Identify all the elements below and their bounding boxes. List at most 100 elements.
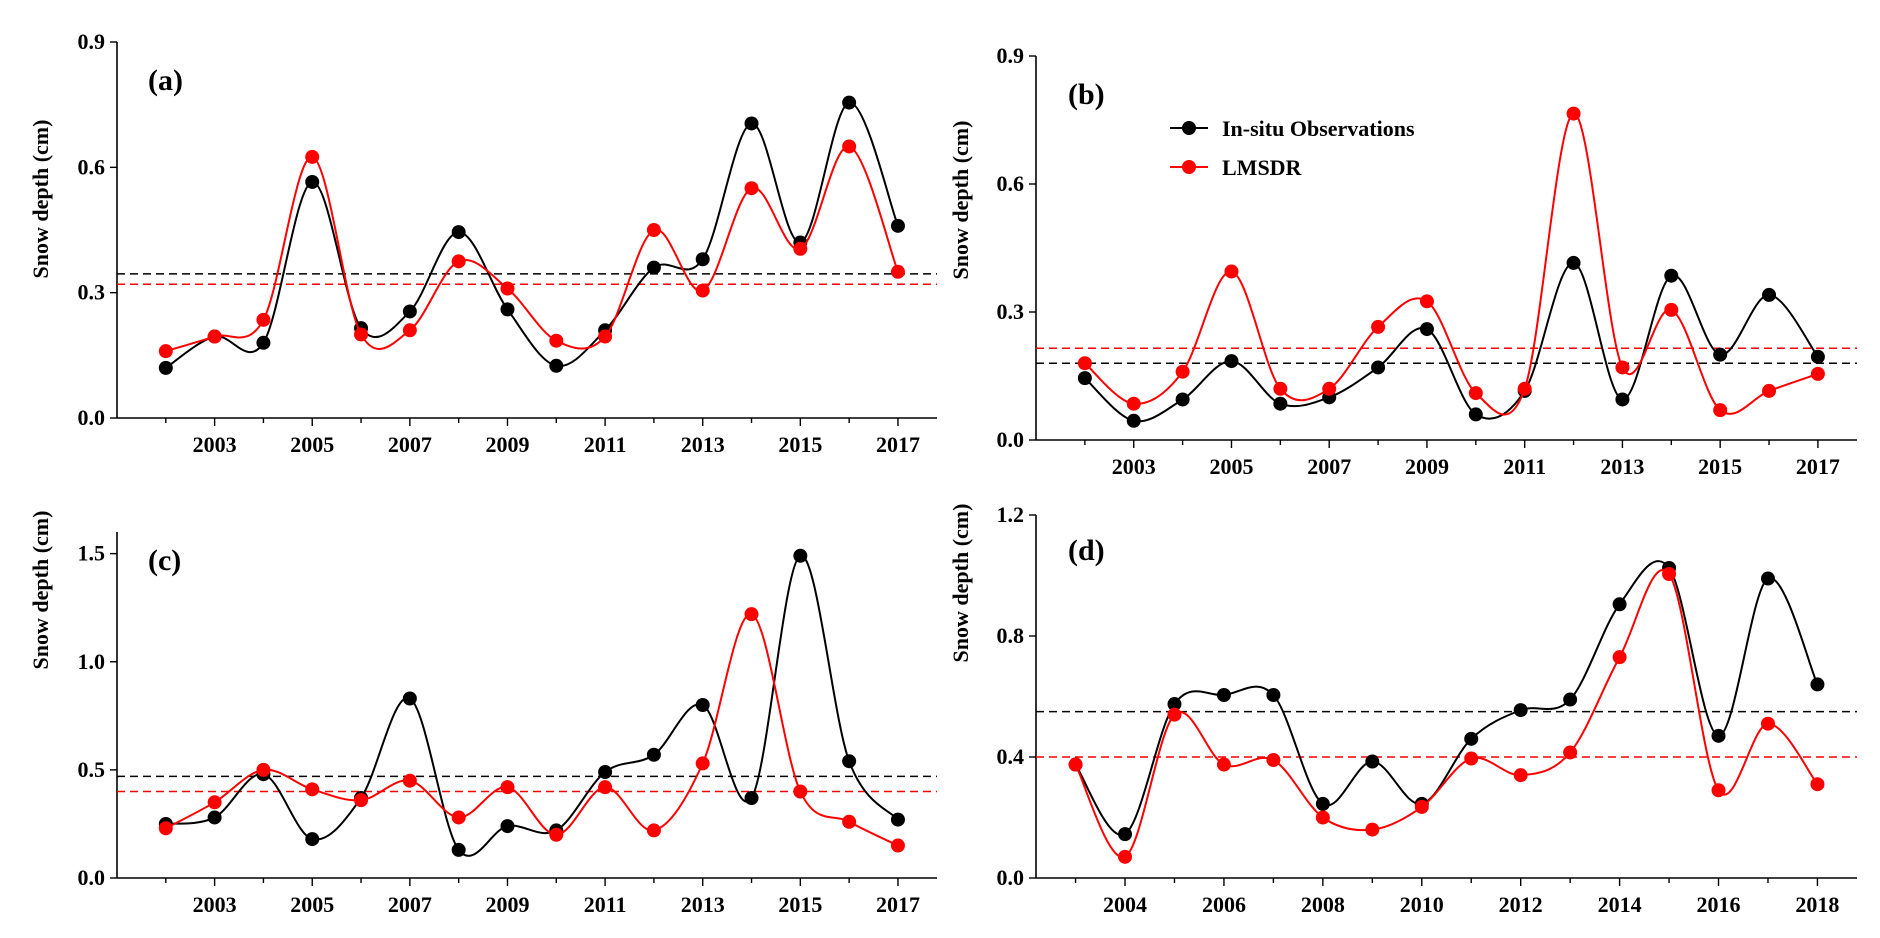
panel-b-lmsdr-point <box>1273 381 1288 396</box>
legend-observations-marker <box>1182 121 1196 135</box>
panel-a-lmsdr-point <box>402 323 417 338</box>
panel-c-lmsdr-point <box>207 795 222 810</box>
panel-a-lmsdr-point <box>744 181 759 196</box>
panel-d-observations-point <box>1216 687 1231 702</box>
panel-b-lmsdr-point <box>1224 264 1239 279</box>
panel-d-x-tick-label: 2008 <box>1301 892 1345 917</box>
panel-d-x-tick-label: 2018 <box>1795 892 1839 917</box>
panel-a-observations-point <box>744 116 759 131</box>
panel-a-x-tick-label: 2007 <box>388 432 432 457</box>
panel-a-observations-point <box>158 360 173 375</box>
panel-a-lmsdr-point <box>354 327 369 342</box>
panel-d-observations-point <box>1760 571 1775 586</box>
panel-b-observations-point <box>1566 255 1581 270</box>
panel-a: Snow depth (cm) (a) 0.0 0.3 0.6 0.9 2003 2005… <box>28 29 937 457</box>
panel-c-lmsdr-point <box>549 827 564 842</box>
panel-b-x-tick-label: 2015 <box>1698 454 1742 479</box>
legend-lmsdr-label: LMSDR <box>1222 155 1303 180</box>
panel-a-lmsdr-point <box>549 333 564 348</box>
panel-c-observations-point <box>842 754 857 769</box>
panel-a-lmsdr-point <box>500 281 515 296</box>
panel-d-observations-point <box>1266 687 1281 702</box>
panel-c-observations-point <box>305 832 320 847</box>
panel-c-lmsdr-point <box>695 756 710 771</box>
panel-d-y-tick-label: 0.8 <box>997 623 1025 648</box>
panel-c-y-tick-label: 0.5 <box>78 757 106 782</box>
panel-c-lmsdr-point <box>500 780 515 795</box>
panel-a-observations-line <box>165 101 899 369</box>
panel-b-y-tick-label: 0.6 <box>997 171 1025 196</box>
panel-c-x-tick-label: 2011 <box>584 892 627 917</box>
panel-a-x-tick-label: 2003 <box>193 432 237 457</box>
panel-b-observations-point <box>1126 413 1141 428</box>
panel-b-label: (b) <box>1068 78 1105 111</box>
panel-c-observations-point <box>500 819 515 834</box>
panel-b-observations-point <box>1419 322 1434 337</box>
panel-d-lmsdr-point <box>1711 783 1726 798</box>
panel-a-lmsdr-point <box>890 264 905 279</box>
panel-a-lmsdr-point <box>256 312 271 327</box>
panel-b-y-tick-label: 0.0 <box>997 427 1025 452</box>
panel-d-label: (d) <box>1068 534 1105 567</box>
panel-a-label: (a) <box>148 64 183 97</box>
panel-c-x-tick-label: 2005 <box>290 892 334 917</box>
panel-b-lmsdr-point <box>1371 319 1386 334</box>
panel-b-x-tick-label: 2003 <box>1112 454 1156 479</box>
panel-d-lmsdr-point <box>1563 745 1578 760</box>
panel-a-lmsdr-point <box>207 329 222 344</box>
panel-d-lmsdr-point <box>1810 777 1825 792</box>
panel-a-x-tick-label: 2013 <box>681 432 725 457</box>
panel-d-lmsdr-point <box>1068 757 1083 772</box>
panel-a-observations-point <box>890 218 905 233</box>
panel-b-observations-point <box>1615 392 1630 407</box>
panel-b-lmsdr-point <box>1322 381 1337 396</box>
panel-d-lmsdr-point <box>1315 810 1330 825</box>
panel-a-y-tick-label: 0.6 <box>78 154 106 179</box>
panel-d-lmsdr-point <box>1118 849 1133 864</box>
panel-b-observations-point <box>1273 396 1288 411</box>
panel-c-lmsdr-point <box>158 821 173 836</box>
panel-b-lmsdr-point <box>1517 381 1532 396</box>
panel-d: Snow depth (cm) (d) 0.0 0.4 0.8 1.2 2004 2006… <box>948 502 1857 917</box>
panel-d-x-tick-label: 2016 <box>1697 892 1741 917</box>
panel-d-lmsdr-point <box>1167 707 1182 722</box>
panel-a-lmsdr-point <box>695 283 710 298</box>
panel-c-lmsdr-point <box>256 762 271 777</box>
panel-b-observations-point <box>1810 349 1825 364</box>
panel-a-observations-point <box>500 302 515 317</box>
panel-c-observations-point <box>793 548 808 563</box>
panel-b-lmsdr-point <box>1419 294 1434 309</box>
panel-d-ylabel: Snow depth (cm) <box>948 504 973 663</box>
panel-b-x-tick-label: 2005 <box>1209 454 1253 479</box>
panel-a-x-tick-label: 2009 <box>485 432 529 457</box>
panel-a-lmsdr-line <box>165 145 899 353</box>
panel-b-observations-point <box>1468 407 1483 422</box>
panel-b-ylabel: Snow depth (cm) <box>948 121 973 280</box>
panel-d-lmsdr-point <box>1266 753 1281 768</box>
panel-c-observations-point <box>695 698 710 712</box>
panel-d-lmsdr-point <box>1760 716 1775 731</box>
panel-a-lmsdr-point <box>598 329 613 344</box>
panel-b-lmsdr-point <box>1810 366 1825 381</box>
panel-a-lmsdr-point <box>305 149 320 164</box>
panel-b-y-tick-label: 0.3 <box>997 299 1025 324</box>
panel-c-lmsdr-point <box>793 784 808 799</box>
panel-d-lmsdr-point <box>1365 822 1380 837</box>
panel-b-lmsdr-point <box>1615 360 1630 375</box>
panel-c-observations-point <box>451 842 466 857</box>
panel-a-lmsdr-point <box>158 344 173 359</box>
panel-c-lmsdr-point <box>451 810 466 825</box>
panel-d-x-tick-label: 2012 <box>1499 892 1543 917</box>
panel-a-x-tick-label: 2015 <box>778 432 822 457</box>
panel-d-lmsdr-point <box>1612 650 1627 665</box>
panel-a-lmsdr-point <box>646 223 661 237</box>
panel-c-y-tick-label: 1.5 <box>78 541 106 566</box>
panel-d-lmsdr-point <box>1414 799 1429 814</box>
panel-c-observations-point <box>598 765 613 780</box>
panel-a-observations-point <box>842 95 857 110</box>
panel-d-x-tick-label: 2006 <box>1202 892 1246 917</box>
panel-c-observations-point <box>402 691 417 706</box>
panel-b-x-tick-label: 2007 <box>1307 454 1351 479</box>
panel-c-observations-point <box>744 790 759 805</box>
